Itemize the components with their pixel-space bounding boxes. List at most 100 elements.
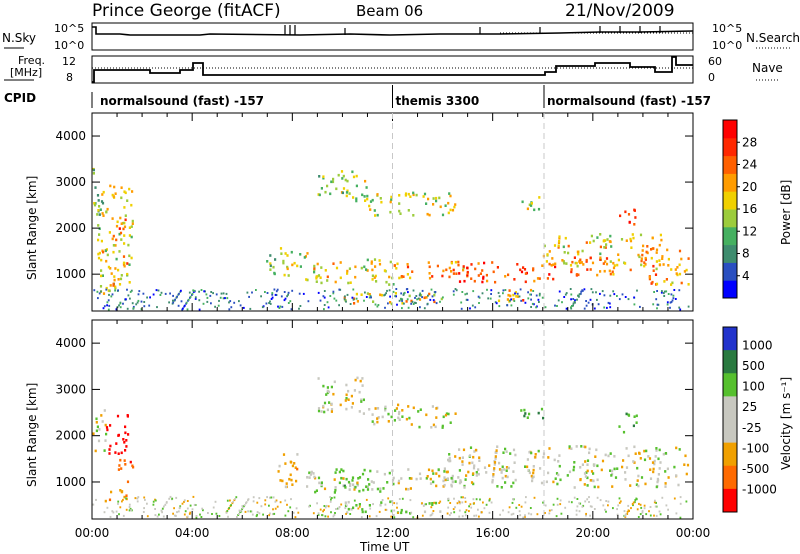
- echo-cell: [287, 302, 290, 304]
- echo-cell: [384, 408, 387, 412]
- echo-cell: [104, 423, 107, 427]
- echo-cell: [430, 513, 433, 516]
- echo-cell: [515, 506, 518, 509]
- echo-cell: [140, 300, 143, 303]
- echo-cell: [466, 292, 468, 295]
- echo-cell: [406, 298, 409, 301]
- echo-cell: [425, 296, 428, 299]
- echo-cell: [540, 407, 544, 411]
- echo-cell: [571, 305, 573, 307]
- echo-cell: [374, 303, 377, 306]
- colorbar-tick-label: -100: [742, 441, 769, 455]
- echo-cell: [366, 485, 369, 489]
- echo-cell: [562, 245, 565, 249]
- echo-cell: [117, 289, 119, 292]
- echo-cell: [161, 511, 163, 514]
- echo-cell: [334, 512, 336, 514]
- echo-cell: [588, 496, 590, 499]
- echo-cell: [390, 302, 393, 306]
- echo-cell: [367, 478, 370, 481]
- echo-cell: [109, 284, 112, 287]
- echo-cell: [393, 419, 396, 422]
- echo-cell: [531, 302, 534, 305]
- echo-cell: [382, 487, 385, 490]
- echo-cell: [323, 304, 326, 306]
- echo-cell: [621, 293, 624, 296]
- echo-cell: [488, 499, 491, 502]
- echo-cell: [443, 483, 446, 487]
- echo-cell: [333, 491, 336, 494]
- echo-cell: [541, 296, 544, 299]
- echo-cell: [264, 499, 267, 502]
- echo-cell: [638, 255, 641, 259]
- echo-cell: [152, 293, 155, 296]
- echo-cell: [361, 384, 364, 387]
- echo-cell: [613, 264, 616, 267]
- echo-cell: [687, 257, 690, 260]
- echo-cell: [268, 514, 271, 517]
- echo-cell: [373, 422, 376, 426]
- nsky-trace: [92, 26, 694, 36]
- echo-cell: [288, 477, 291, 481]
- echo-cell: [404, 192, 408, 195]
- echo-cell: [506, 304, 509, 307]
- echo-cell: [414, 296, 416, 299]
- echo-cell: [430, 506, 433, 509]
- echo-cell: [506, 475, 509, 479]
- echo-cell: [355, 297, 358, 300]
- echo-cell: [663, 295, 666, 297]
- echo-cell: [368, 204, 371, 208]
- echo-cell: [189, 511, 192, 514]
- echo-cell: [464, 514, 467, 517]
- echo-cell: [172, 294, 174, 297]
- echo-cell: [470, 481, 474, 484]
- colorbar-band: [723, 350, 737, 374]
- echo-cell: [508, 506, 511, 509]
- echo-cell: [626, 510, 629, 513]
- echo-cell: [403, 302, 405, 305]
- echo-cell: [249, 510, 252, 513]
- echo-cell: [333, 478, 336, 481]
- echo-cell: [463, 486, 466, 489]
- echo-cell: [392, 482, 395, 486]
- echo-cell: [124, 191, 127, 195]
- echo-cell: [345, 477, 348, 481]
- echo-cell: [118, 304, 120, 307]
- echo-cell: [428, 292, 431, 296]
- echo-cell: [547, 471, 550, 475]
- echo-cell: [189, 295, 192, 298]
- echo-cell: [640, 506, 643, 509]
- echo-cell: [211, 513, 213, 515]
- echo-cell: [634, 499, 637, 501]
- echo-cell: [114, 192, 117, 195]
- echo-cell: [389, 301, 392, 304]
- echo-cell: [312, 472, 315, 475]
- echo-cell: [576, 505, 579, 508]
- echo-cell: [658, 263, 662, 267]
- echo-cell: [390, 515, 393, 518]
- echo-cell: [368, 483, 371, 486]
- echo-cell: [357, 477, 360, 480]
- echo-cell: [159, 294, 162, 296]
- echo-cell: [115, 224, 119, 228]
- echo-cell: [215, 512, 218, 515]
- echo-cell: [146, 296, 148, 299]
- echo-cell: [346, 511, 349, 514]
- echo-cell: [397, 512, 399, 514]
- echo-cell: [486, 279, 489, 283]
- echo-cell: [559, 499, 562, 502]
- echo-cell: [470, 263, 473, 266]
- echo-cell: [395, 295, 397, 298]
- echo-cell: [361, 508, 364, 511]
- echo-cell: [477, 274, 480, 277]
- echo-cell: [340, 503, 343, 506]
- echo-cell: [346, 272, 349, 275]
- echo-cell: [599, 258, 602, 261]
- echo-cell: [125, 298, 127, 301]
- echo-cell: [585, 304, 588, 307]
- echo-cell: [665, 504, 668, 507]
- echo-cell: [502, 289, 505, 292]
- echo-cell: [440, 515, 443, 518]
- echo-cell: [617, 253, 620, 256]
